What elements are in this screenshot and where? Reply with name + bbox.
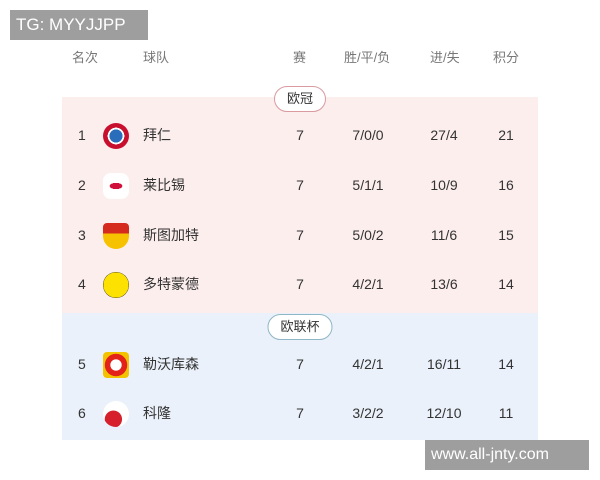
team-name[interactable]: 拜仁 xyxy=(143,127,171,143)
played: 7 xyxy=(296,405,304,421)
header-wdl: 胜/平/负 xyxy=(344,50,391,65)
table-row[interactable]: 5 勒沃库森 7 4/2/1 16/11 14 xyxy=(0,349,600,379)
goals-for-against: 27/4 xyxy=(430,127,458,143)
win-draw-loss: 4/2/1 xyxy=(352,276,384,292)
points: 15 xyxy=(498,227,514,243)
team-name[interactable]: 多特蒙德 xyxy=(143,276,199,292)
table-row[interactable]: 6 科隆 7 3/2/2 12/10 11 xyxy=(0,398,600,428)
goals-for-against: 13/6 xyxy=(430,276,458,292)
goals-for-against: 10/9 xyxy=(430,177,458,193)
leipzig-logo-icon xyxy=(103,173,129,199)
goals-for-against: 16/11 xyxy=(427,356,461,372)
points: 11 xyxy=(498,405,514,421)
points: 14 xyxy=(498,356,514,372)
played: 7 xyxy=(296,127,304,143)
header-team: 球队 xyxy=(143,50,170,65)
rank: 1 xyxy=(78,127,86,143)
dortmund-logo-icon xyxy=(103,272,129,298)
table-row[interactable]: 1 拜仁 7 7/0/0 27/4 21 xyxy=(0,120,600,150)
team-name[interactable]: 莱比锡 xyxy=(143,177,185,193)
section-label-uel: 欧联杯 xyxy=(267,314,333,340)
team-name[interactable]: 科隆 xyxy=(143,405,171,421)
header-points: 积分 xyxy=(493,50,520,65)
points: 21 xyxy=(498,127,514,143)
table-row[interactable]: 2 莱比锡 7 5/1/1 10/9 16 xyxy=(0,170,600,200)
win-draw-loss: 3/2/2 xyxy=(352,405,384,421)
watermark-bottom: www.all-jnty.com xyxy=(425,440,589,470)
header-rank: 名次 xyxy=(72,50,99,65)
rank: 5 xyxy=(78,356,86,372)
watermark-top: TG: MYYJJPP xyxy=(10,10,148,40)
leverkusen-logo-icon xyxy=(103,352,129,378)
header-played: 赛 xyxy=(293,50,307,65)
played: 7 xyxy=(296,356,304,372)
koln-logo-icon xyxy=(103,401,129,427)
section-label-ucl: 欧冠 xyxy=(273,86,327,112)
header-goals: 进/失 xyxy=(430,50,460,65)
rank: 3 xyxy=(78,227,86,243)
team-name[interactable]: 勒沃库森 xyxy=(143,356,199,372)
rank: 4 xyxy=(78,276,86,292)
win-draw-loss: 5/0/2 xyxy=(352,227,384,243)
played: 7 xyxy=(296,276,304,292)
played: 7 xyxy=(296,227,304,243)
table-row[interactable]: 4 多特蒙德 7 4/2/1 13/6 14 xyxy=(0,269,600,299)
points: 16 xyxy=(498,177,514,193)
win-draw-loss: 5/1/1 xyxy=(352,177,384,193)
stuttgart-logo-icon xyxy=(103,223,129,249)
rank: 6 xyxy=(78,405,86,421)
bayern-logo-icon xyxy=(103,123,129,149)
team-name[interactable]: 斯图加特 xyxy=(143,227,199,243)
points: 14 xyxy=(498,276,514,292)
win-draw-loss: 7/0/0 xyxy=(352,127,384,143)
table-row[interactable]: 3 斯图加特 7 5/0/2 11/6 15 xyxy=(0,220,600,250)
goals-for-against: 12/10 xyxy=(426,405,462,421)
played: 7 xyxy=(296,177,304,193)
win-draw-loss: 4/2/1 xyxy=(352,356,384,372)
section-champions-league xyxy=(62,97,538,313)
rank: 2 xyxy=(78,177,86,193)
goals-for-against: 11/6 xyxy=(430,227,458,243)
